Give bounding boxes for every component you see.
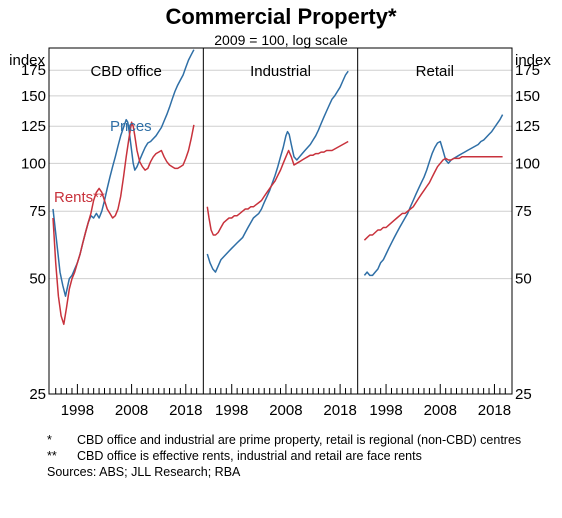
panel-title-3: Retail <box>416 63 454 80</box>
footnote-1: * CBD office and industrial are prime pr… <box>47 432 547 448</box>
y-axis-label-right: index <box>515 52 551 69</box>
y-tick-left-150: 150 <box>21 88 46 105</box>
footnotes: * CBD office and industrial are prime pr… <box>47 432 547 480</box>
y-tick-left-25: 25 <box>29 386 46 403</box>
gridlines <box>49 69 512 280</box>
y-tick-right-25: 25 <box>515 386 532 403</box>
footnote-2-text: CBD office is effective rents, industria… <box>77 449 422 463</box>
series-line-panel1-rents <box>52 121 195 326</box>
footnote-2-mark: ** <box>47 449 57 463</box>
y-tick-left-125: 125 <box>21 118 46 135</box>
x-tick-label-2-2018: 2018 <box>323 402 356 419</box>
chart-subtitle: 2009 = 100, log scale <box>214 32 348 48</box>
y-tick-right-75: 75 <box>515 203 532 220</box>
panel-title-2: Industrial <box>250 63 311 80</box>
x-tick-label-1-1998: 1998 <box>61 402 94 419</box>
plot-border <box>48 47 513 395</box>
y-tick-right-50: 50 <box>515 271 532 288</box>
sources-line: Sources: ABS; JLL Research; RBA <box>47 464 547 480</box>
y-tick-right-175: 175 <box>515 62 540 79</box>
x-tick-label-2-2008: 2008 <box>269 402 302 419</box>
x-tick-label-3-2018: 2018 <box>478 402 511 419</box>
series-line-panel2-rents <box>206 140 349 236</box>
x-tick-label-2-1998: 1998 <box>215 402 248 419</box>
plot-frame <box>48 47 513 395</box>
series-label-prices: Prices <box>110 118 152 135</box>
sources-text: Sources: ABS; JLL Research; RBA <box>47 465 241 479</box>
panel-title-1: CBD office <box>90 63 161 80</box>
series-line-panel3-prices <box>363 114 504 277</box>
y-tick-left-50: 50 <box>29 271 46 288</box>
x-tick-label-1-2018: 2018 <box>169 402 202 419</box>
axis-ticks <box>55 384 506 394</box>
y-tick-right-125: 125 <box>515 118 540 135</box>
footnote-1-mark: * <box>47 433 52 447</box>
chart-title: Commercial Property* <box>165 4 397 29</box>
y-tick-left-75: 75 <box>29 203 46 220</box>
x-tick-label-1-2008: 2008 <box>115 402 148 419</box>
chart-labels: 25 25 50 50 75 75 100 100 125 125 150 150 175 175 CBD … <box>21 62 540 419</box>
series-line-panel3-rents <box>363 156 503 241</box>
y-tick-right-100: 100 <box>515 155 540 172</box>
series-line-panel2-prices <box>206 70 349 273</box>
y-axis-label-left: index <box>9 52 45 69</box>
y-tick-right-150: 150 <box>515 88 540 105</box>
x-tick-label-3-2008: 2008 <box>424 402 457 419</box>
commercial-property-chart: Commercial Property* 2009 = 100, log sca… <box>9 4 551 419</box>
x-tick-label-3-1998: 1998 <box>369 402 402 419</box>
footnote-1-text: CBD office and industrial are prime prop… <box>77 433 522 447</box>
series-label-rents: Rents** <box>54 189 105 206</box>
series-lines <box>52 49 504 326</box>
footnote-2: ** CBD office is effective rents, indust… <box>47 448 547 464</box>
y-tick-left-100: 100 <box>21 155 46 172</box>
y-tick-left-175: 175 <box>21 62 46 79</box>
